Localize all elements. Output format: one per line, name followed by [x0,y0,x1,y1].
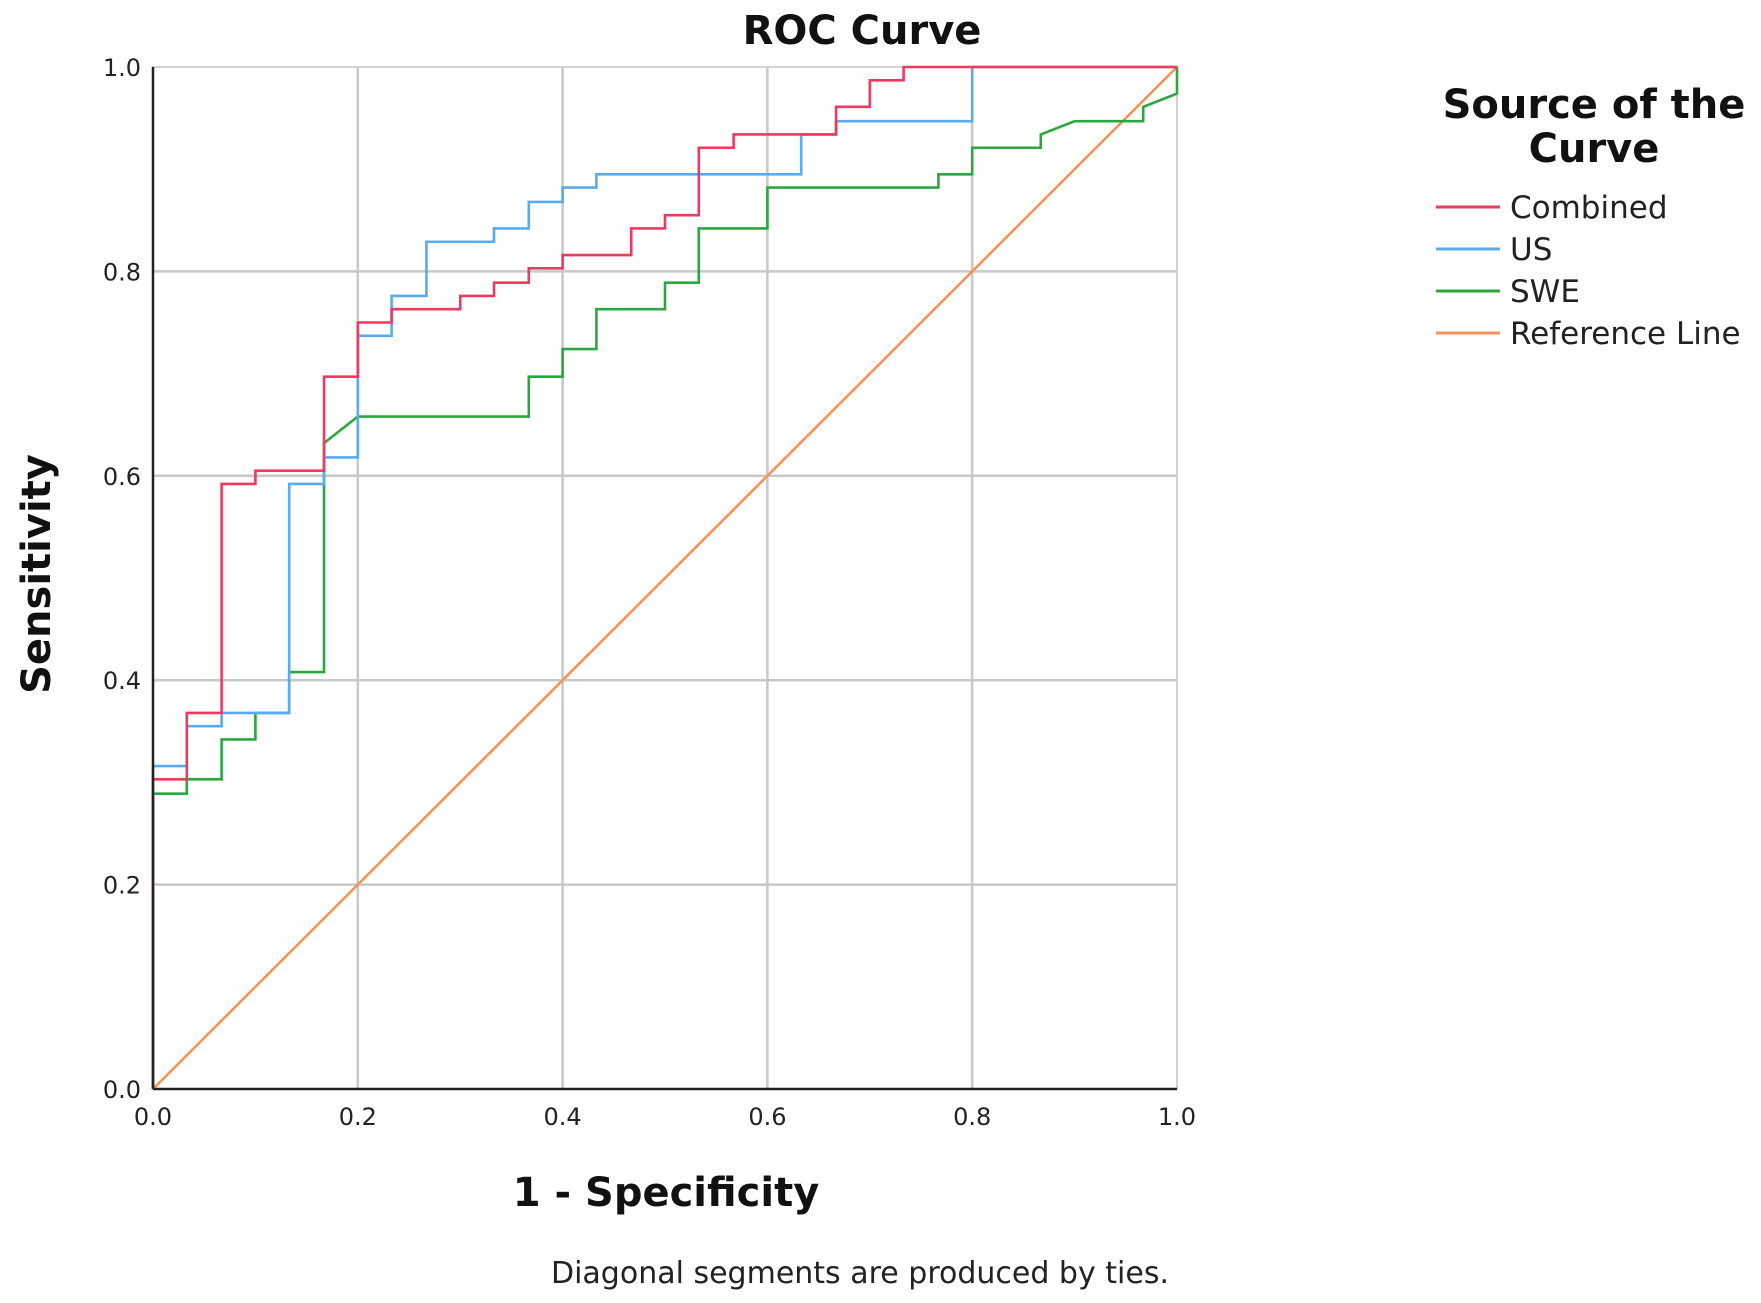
legend: Source of the Curve Combined US SWE Referen… [1436,82,1745,352]
y-tick-label: 0.2 [103,872,141,900]
y-tick-label: 0.8 [103,258,141,286]
y-tick-label: 0.4 [103,667,141,695]
series-line-swe [151,67,1179,1089]
legend-label-reference-line: Reference Line [1510,316,1741,352]
y-tick-label: 0.6 [103,463,141,491]
x-tick-label: 0.4 [544,1103,582,1131]
y-tick-label: 1.0 [103,54,141,82]
tick-labels: 0.0 0.2 0.4 0.6 0.8 1.0 0.0 0.2 0.4 0.6 0.8 1.0 [103,54,1196,1131]
legend-title-line-2: Curve [1529,126,1660,172]
series-line-reference-line [152,66,1178,1090]
legend-title-line-1: Source of the [1443,82,1746,128]
chart-title: ROC Curve [743,8,982,54]
legend-label-swe: SWE [1510,274,1580,310]
x-tick-label: 0.2 [339,1103,377,1131]
legend-label-us: US [1510,232,1552,268]
chart-footnote: Diagonal segments are produced by ties. [551,1256,1169,1291]
series-line-combined [151,65,1177,1089]
series-lines [151,65,1179,1090]
x-tick-label: 1.0 [1158,1103,1196,1131]
x-tick-label: 0.0 [134,1103,172,1131]
x-tick-label: 0.8 [953,1103,991,1131]
legend-label-combined: Combined [1510,190,1668,226]
y-tick-label: 0.0 [103,1076,141,1104]
legend-entries: Combined US SWE Reference Line [1436,190,1741,352]
y-axis-title: Sensitivity [14,454,60,694]
x-tick-label: 0.6 [748,1103,786,1131]
x-axis-title: 1 - Specificity [513,1170,820,1216]
